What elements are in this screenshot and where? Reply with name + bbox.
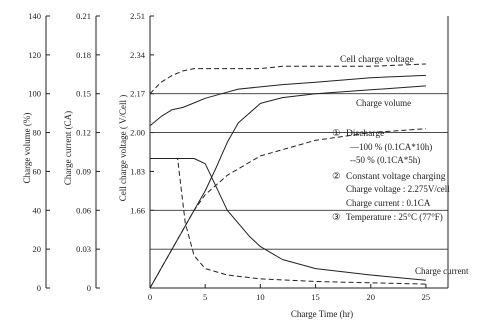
- axis-0-tick-label: 140: [28, 11, 41, 21]
- axis-0-tick-label: 80: [33, 128, 42, 138]
- x-tick-label: 20: [366, 292, 375, 302]
- axis-1-tick-label: 0: [87, 283, 91, 293]
- x-tick-label: 10: [256, 292, 265, 302]
- axis-1-tick-label: 0.09: [76, 166, 91, 176]
- axis-2-tick-label: 1.66: [130, 205, 145, 215]
- note-2a-text: Charge voltage : 2.275V/cell: [346, 184, 450, 194]
- charge-current-curve-label: Charge current: [415, 266, 469, 276]
- charge-volume-curve-label: Charge volume: [356, 98, 411, 108]
- axis-2-tick-label: 2.17: [130, 89, 145, 99]
- x-tick-label: 25: [422, 292, 431, 302]
- axis-0-tick-label: 100: [28, 89, 41, 99]
- series-line-cell-charge-voltage-solid: [149, 74, 426, 127]
- axis-0-tick-label: 40: [33, 205, 42, 215]
- note-1a-text: —100 % (0.1CA*10h): [349, 142, 432, 152]
- x-tick-label: 15: [311, 292, 320, 302]
- note-1b-text: --50 % (0.1CA*5h): [350, 155, 420, 165]
- x-tick-label: 0: [148, 292, 152, 302]
- axis-2-tick-label: 2.00: [130, 128, 145, 138]
- y-axis-label-charge-volume: Charge volume (%): [22, 113, 32, 184]
- note-3-text: Temperature : 25°C (77°F): [346, 212, 443, 222]
- y-axis-label-cell-voltage: Cell charge voltage ( V/Cell ): [118, 95, 128, 201]
- axis-1-tick-label: 0.15: [76, 89, 91, 99]
- axis-0-tick-label: 60: [33, 166, 42, 176]
- note-2b-text: Charge current : 0.1CA: [346, 198, 431, 208]
- grid-layer: [150, 93, 448, 250]
- axis-1-tick-label: 0.18: [76, 50, 91, 60]
- axis-0-tick-label: 0: [37, 283, 41, 293]
- x-axis-label: Charge Time (hr): [291, 309, 353, 319]
- x-tick-label: 5: [203, 292, 207, 302]
- note-1-text: Discharge: [346, 129, 384, 139]
- series-layer: [149, 63, 426, 289]
- note-2-num: ②: [332, 171, 341, 182]
- axis-2-tick-label: 2.51: [130, 11, 145, 21]
- series-line-charge-current-dashed: [150, 158, 426, 285]
- note-3-num: ③: [332, 212, 341, 223]
- y-axis-label-charge-current: Charge current (CA): [63, 111, 73, 185]
- axes-layer: 1401201008060402000.210.180.150.120.090.…: [28, 11, 449, 302]
- axis-2-tick-label: 1.83: [130, 166, 145, 176]
- note-2-text: Constant voltage charging: [346, 172, 446, 182]
- axis-1-tick-label: 0.21: [76, 11, 91, 21]
- notes-block: ① Discharge —100 % (0.1CA*10h) --50 % (0…: [332, 128, 450, 223]
- axis-0-tick-label: 20: [33, 244, 42, 254]
- cell-voltage-curve-label: Cell charge voltage: [340, 55, 414, 65]
- axis-1-tick-label: 0.12: [76, 128, 91, 138]
- axis-1-tick-label: 0.06: [76, 205, 91, 215]
- series-line-charge-volume-dashed: [149, 128, 426, 289]
- series-line-charge-current-solid: [150, 158, 426, 281]
- series-line-cell-charge-voltage-dashed: [149, 63, 426, 95]
- axis-1-tick-label: 0.03: [76, 244, 91, 254]
- axis-0-tick-label: 120: [28, 50, 41, 60]
- axis-2-tick-label: 2.34: [130, 50, 146, 60]
- note-1-num: ①: [332, 128, 341, 139]
